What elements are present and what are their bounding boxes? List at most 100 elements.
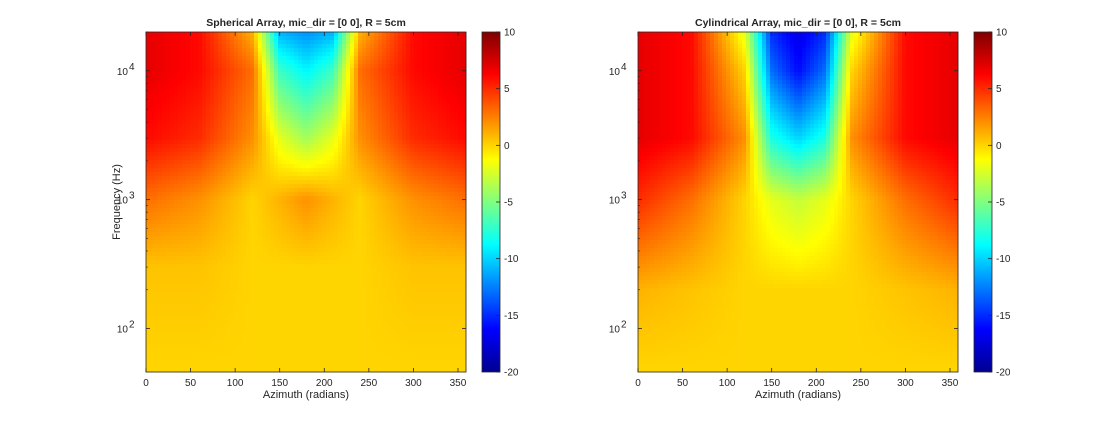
heatmap-cell [314,152,318,156]
heatmap-cell [338,212,342,216]
heatmap-cell [398,180,402,184]
heatmap-cell [226,184,230,188]
heatmap-cell [434,228,438,232]
heatmap-cell [370,88,374,92]
heatmap-cell [438,164,442,168]
heatmap-cell [158,160,162,164]
heatmap-cell [210,156,214,160]
heatmap-cell [278,204,282,208]
heatmap-cell [366,56,370,60]
heatmap-cell [434,76,438,80]
heatmap-cell [258,132,262,136]
heatmap-cell [194,136,198,140]
heatmap-cell [306,44,310,48]
heatmap-cell [282,268,286,272]
heatmap-cell [418,116,422,120]
heatmap-cell [362,36,366,40]
heatmap-cell [442,192,446,196]
heatmap-cell [214,280,218,284]
heatmap-cell [294,120,298,124]
heatmap-cell [318,196,322,200]
heatmap-cell [454,216,458,220]
heatmap-cell [342,52,346,56]
heatmap-cell [166,276,170,280]
heatmap-cell [338,124,342,128]
heatmap-cell [234,104,238,108]
heatmap-cell [358,228,362,232]
heatmap-cell [430,156,434,160]
heatmap-cell [174,216,178,220]
heatmap-cell [414,236,418,240]
heatmap-cell [378,76,382,80]
heatmap-cell [198,100,202,104]
heatmap-cell [278,236,282,240]
heatmap-cell [358,168,362,172]
heatmap-cell [442,152,446,156]
heatmap-cell [390,268,394,272]
heatmap-cell [362,124,366,128]
heatmap-cell [242,244,246,248]
heatmap-cell [378,120,382,124]
heatmap-cell [374,40,378,44]
heatmap-cell [246,44,250,48]
heatmap-cell [350,268,354,272]
heatmap-cell [366,108,370,112]
heatmap-cell [366,252,370,256]
heatmap-cell [390,224,394,228]
heatmap-cell [250,100,254,104]
heatmap-cell [246,252,250,256]
heatmap-cell [258,268,262,272]
heatmap-cell [178,52,182,56]
heatmap-cell [270,236,274,240]
heatmap-cell [250,68,254,72]
heatmap-cell [198,232,202,236]
heatmap-cell [430,160,434,164]
heatmap-cell [406,216,410,220]
heatmap-cell [338,264,342,268]
heatmap-cell [382,52,386,56]
heatmap-cell [458,208,462,212]
heatmap-cell [198,132,202,136]
heatmap-cell [250,252,254,256]
heatmap-cell [234,196,238,200]
heatmap-cell [282,188,286,192]
heatmap-cell [198,212,202,216]
heatmap-cell [334,36,338,40]
heatmap-cell [194,220,198,224]
heatmap-cell [446,168,450,172]
heatmap-cell [334,208,338,212]
heatmap-cell [318,104,322,108]
heatmap-cell [174,60,178,64]
heatmap-cell [442,228,446,232]
heatmap-cell [250,204,254,208]
heatmap-cell [254,188,258,192]
heatmap-cell [354,220,358,224]
heatmap-cell [346,156,350,160]
heatmap-cell [202,280,206,284]
heatmap-cell [398,116,402,120]
heatmap-cell [146,148,150,152]
heatmap-cell [150,184,154,188]
heatmap-cell [186,52,190,56]
heatmap-cell [218,148,222,152]
heatmap-cell [190,196,194,200]
heatmap-cell [282,140,286,144]
heatmap-cell [194,116,198,120]
heatmap-cell [166,260,170,264]
heatmap-cell [210,172,214,176]
heatmap-cell [394,224,398,228]
heatmap-cell [390,32,394,36]
heatmap-cell [318,124,322,128]
heatmap-cell [410,196,414,200]
heatmap-cell [290,272,294,276]
heatmap-cell [282,176,286,180]
heatmap-cell [146,244,150,248]
heatmap-cell [398,228,402,232]
heatmap-cell [314,108,318,112]
heatmap-cell [206,68,210,72]
heatmap-cell [398,216,402,220]
heatmap-cell [218,184,222,188]
heatmap-cell [174,208,178,212]
heatmap-cell [202,232,206,236]
heatmap-cell [222,56,226,60]
